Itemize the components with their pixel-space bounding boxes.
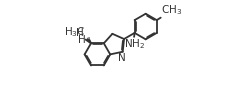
Text: H$_3$C: H$_3$C (64, 25, 85, 39)
Text: H: H (76, 28, 84, 38)
Text: CH$_3$: CH$_3$ (161, 4, 182, 17)
Text: NH$_2$: NH$_2$ (124, 37, 145, 51)
Text: $_3$: $_3$ (86, 35, 91, 44)
Text: H: H (78, 35, 86, 45)
Text: N: N (118, 52, 126, 62)
